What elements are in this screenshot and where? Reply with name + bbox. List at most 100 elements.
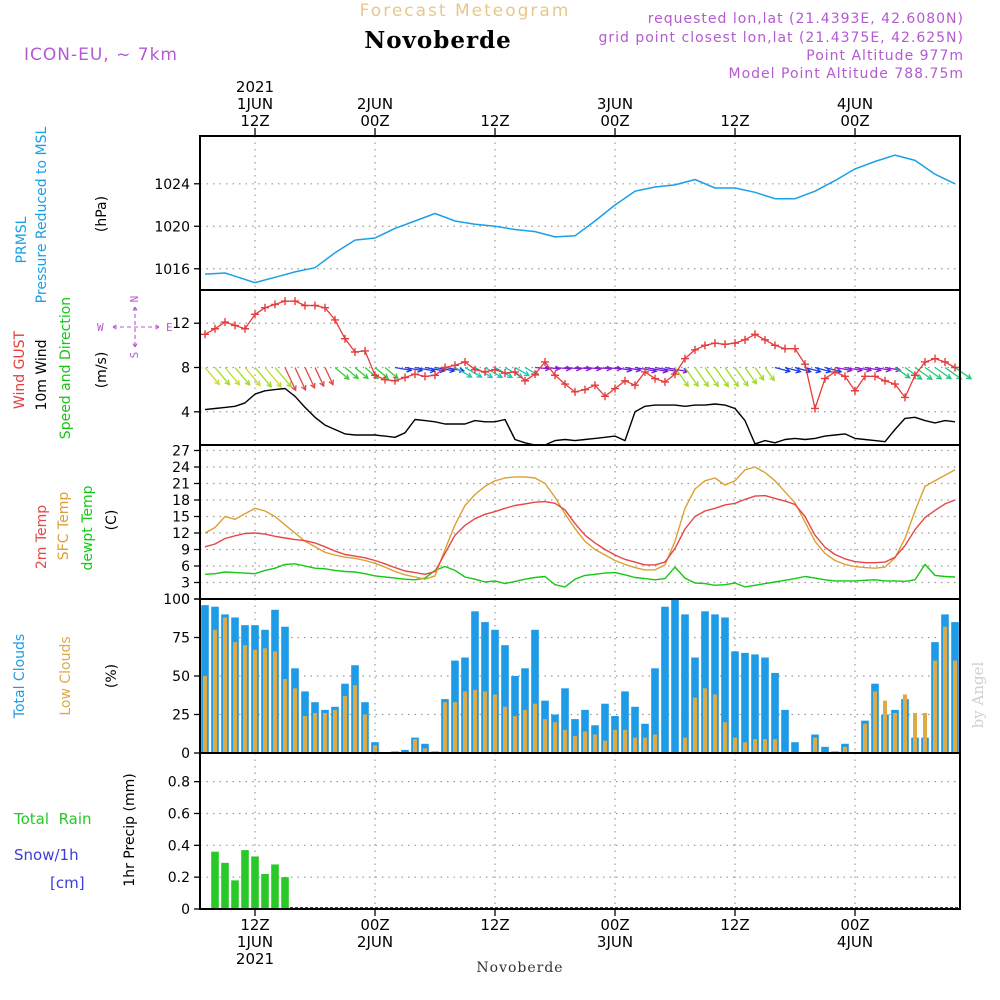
- y-tick-label: 75: [172, 631, 190, 647]
- low-cloud-bar: [363, 714, 367, 753]
- gust-marker: [661, 377, 669, 386]
- rain-bar: [271, 864, 279, 909]
- compass-south: S: [128, 352, 141, 359]
- wind-arrow-head: [466, 372, 473, 378]
- gust-marker: [391, 376, 399, 385]
- model-label: ICON-EU, ~ 7km: [24, 45, 178, 65]
- low-cloud-bar: [623, 729, 627, 753]
- low-cloud-bar: [483, 691, 487, 753]
- total-cloud-bar: [731, 651, 739, 753]
- low-cloud-bar: [593, 734, 597, 753]
- wind-direction-arrow: [204, 367, 220, 385]
- wind-arrow-head: [683, 381, 689, 388]
- gust-marker: [321, 303, 329, 312]
- gust-marker: [871, 372, 879, 381]
- wind10-line: [204, 387, 956, 446]
- dewpt-label: dewpt Temp: [80, 485, 96, 570]
- gust-marker: [751, 330, 759, 339]
- low-cloud-bar: [863, 723, 867, 753]
- y-tick-label: 0.2: [168, 870, 190, 886]
- gust-marker: [261, 303, 269, 312]
- low-cloud-bar: [373, 745, 377, 753]
- low-cloud-bar: [913, 712, 917, 753]
- y-tick-label: 8: [181, 361, 190, 377]
- y-tick-label: 24: [172, 460, 190, 476]
- low-cloud-bar: [643, 737, 647, 753]
- panel-frame: [199, 444, 961, 600]
- celsius-unit-label: (C): [104, 510, 120, 531]
- total-cloud-bar: [511, 676, 519, 753]
- gust-marker: [421, 372, 429, 381]
- gust-marker: [571, 387, 579, 396]
- rain-bar: [241, 850, 249, 909]
- total-cloud-bar: [741, 652, 749, 753]
- wind-direction-arrow: [294, 367, 307, 391]
- gust-marker: [461, 357, 469, 366]
- chart-title: Novoberde: [364, 27, 512, 54]
- wind-arrow-head: [234, 379, 241, 386]
- wind-arrow-head: [895, 366, 902, 373]
- wind-direction-arrow: [214, 367, 230, 385]
- gust-marker: [281, 297, 289, 306]
- wind-arrow-head: [965, 373, 973, 380]
- precip-unit-label: 1hr Precip (mm): [122, 773, 138, 886]
- chart-subtitle: Forecast Meteogram: [360, 1, 571, 21]
- low-cloud-bar: [333, 709, 337, 753]
- gust-marker: [701, 341, 709, 350]
- wind-arrow-head: [291, 385, 297, 392]
- wind-arrow-head: [301, 384, 307, 392]
- wind-arrow-head: [214, 379, 221, 386]
- pressure-line: [204, 154, 956, 284]
- gust-marker: [901, 393, 909, 402]
- wind-arrow-head: [916, 374, 923, 380]
- gust-marker: [741, 335, 749, 344]
- wind-arrow-head: [476, 372, 483, 378]
- low-cloud-bar: [713, 694, 717, 753]
- wind-direction-arrow: [914, 366, 933, 380]
- total-cloud-bar: [491, 629, 499, 753]
- gust-marker: [531, 370, 539, 379]
- wind-arrow-head: [266, 381, 273, 388]
- wind-direction-arrow: [614, 366, 632, 372]
- total-cloud-bar: [631, 706, 639, 753]
- low-cloud-bar: [943, 626, 947, 753]
- wind-arrow-head: [751, 378, 758, 385]
- low-cloud-bar: [423, 748, 427, 753]
- sfctemp-line: [204, 466, 956, 580]
- bottom-time-label: 12Z: [480, 916, 509, 934]
- wind-direction-arrow: [584, 366, 601, 370]
- gust-marker: [831, 367, 839, 376]
- total-cloud-bar: [771, 672, 779, 753]
- wind-arrow-head: [506, 372, 514, 378]
- bottom-time-label: 00Z: [600, 916, 629, 934]
- y-tick-label: 0: [181, 746, 190, 762]
- gust-marker: [301, 301, 309, 310]
- gust-marker: [591, 381, 599, 390]
- gust-marker: [201, 330, 209, 339]
- wind-direction-arrow: [594, 366, 612, 370]
- bottom-time-label: 2JUN: [357, 933, 393, 951]
- rain-bar: [221, 862, 229, 909]
- grid-point-coords: grid point closest lon,lat (21.4375E, 42…: [598, 30, 964, 46]
- gust-marker: [371, 371, 379, 380]
- total-cloud-bar: [561, 688, 569, 753]
- wind-direction-arrow: [454, 366, 472, 378]
- low-cloud-bar: [543, 719, 547, 753]
- gust-marker: [221, 318, 229, 327]
- low-cloud-bar: [703, 688, 707, 753]
- top-time-label: 2JUN: [357, 95, 393, 113]
- low-cloud-bar: [613, 729, 617, 753]
- low-cloud-bar: [883, 700, 887, 753]
- low-cloud-bar: [503, 706, 507, 753]
- wind-arrow-head: [319, 381, 325, 388]
- wind-arrow-head: [255, 380, 261, 387]
- wind-direction-arrow: [374, 367, 389, 379]
- low-cloud-bar: [293, 688, 297, 753]
- gust-marker: [811, 404, 819, 413]
- gust-marker: [651, 374, 659, 383]
- cm-label: [cm]: [50, 874, 85, 892]
- total-cloud-bar: [701, 611, 709, 753]
- gust-marker: [731, 339, 739, 348]
- y-tick-label: 0.4: [168, 838, 190, 854]
